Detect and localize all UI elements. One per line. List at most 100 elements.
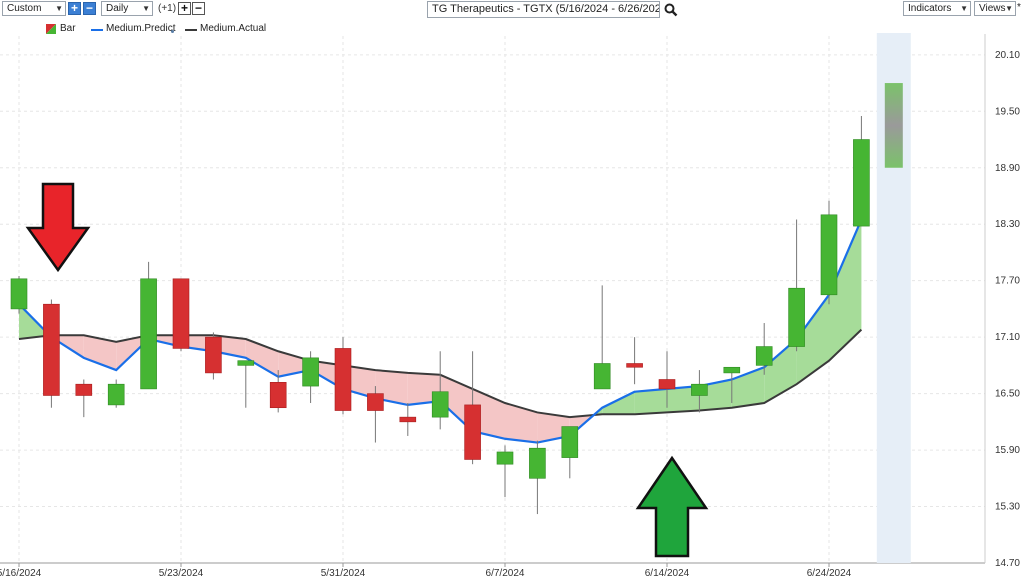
candle-body — [723, 366, 741, 374]
candle[interactable] — [334, 337, 352, 415]
candle[interactable] — [464, 351, 481, 465]
x-tick-label: 5/31/2024 — [321, 568, 366, 579]
candle-body — [658, 379, 676, 390]
candle-body — [464, 404, 481, 460]
y-tick-label: 19.50 — [995, 106, 1020, 117]
zoom-in-button[interactable]: + — [68, 2, 81, 15]
candle-body — [107, 383, 125, 406]
candle-body — [399, 416, 417, 423]
x-tick-label: 6/14/2024 — [645, 568, 690, 579]
candle[interactable] — [496, 445, 514, 498]
fill-segment — [505, 403, 538, 443]
arrow-down-icon — [25, 182, 91, 273]
candle-body — [367, 393, 384, 411]
candle-body — [334, 348, 352, 411]
candle[interactable] — [853, 115, 870, 227]
candle-body — [788, 287, 805, 347]
candle[interactable] — [75, 379, 93, 418]
period-select[interactable]: Custom ▼ — [2, 1, 66, 16]
candle-body — [853, 139, 870, 227]
fill-segment — [796, 294, 829, 385]
zoom-out-button[interactable]: − — [83, 2, 96, 15]
chevron-down-icon: ▼ — [1005, 4, 1013, 13]
candle-body — [302, 357, 319, 387]
fill-segment — [829, 219, 862, 361]
interval-offset: (+1) — [158, 3, 177, 14]
candle[interactable] — [626, 337, 643, 385]
candle[interactable] — [10, 275, 28, 314]
views-modified-marker: * — [1017, 2, 1021, 13]
candle[interactable] — [593, 285, 611, 390]
candle-body — [10, 278, 28, 310]
offset-plus-button[interactable]: + — [178, 2, 191, 15]
indicators-button[interactable]: Indicators ▼ — [903, 1, 971, 16]
x-tick-label: 5/23/2024 — [159, 568, 204, 579]
candle-body — [691, 383, 708, 396]
y-tick-label: 15.90 — [995, 445, 1020, 456]
candle-body — [237, 360, 255, 366]
candle[interactable] — [269, 370, 287, 413]
candle[interactable] — [399, 403, 417, 436]
forecast-candle[interactable] — [884, 83, 903, 168]
x-tick-label: 6/7/2024 — [486, 568, 525, 579]
candle[interactable] — [205, 332, 222, 380]
candle[interactable] — [43, 299, 60, 408]
candle-body — [75, 383, 93, 396]
candle[interactable] — [755, 323, 773, 375]
interval-select-value: Daily — [106, 3, 129, 14]
legend-bar[interactable]: Bar — [60, 23, 76, 34]
y-tick-label: 20.10 — [995, 50, 1020, 61]
indicators-label: Indicators — [908, 3, 952, 14]
y-tick-label: 18.90 — [995, 163, 1020, 174]
candle[interactable] — [237, 360, 255, 408]
legend-actual[interactable]: Medium.Actual — [200, 23, 267, 34]
candle-body — [529, 447, 546, 479]
candle[interactable] — [367, 386, 384, 443]
candles — [10, 83, 903, 515]
candle[interactable] — [529, 440, 546, 515]
y-tick-label: 17.10 — [995, 332, 1020, 343]
candle[interactable] — [431, 351, 449, 430]
candle[interactable] — [302, 351, 319, 404]
y-tick-label: 16.50 — [995, 389, 1020, 400]
chevron-down-icon: ▼ — [960, 4, 968, 13]
candle[interactable] — [561, 426, 579, 479]
candle[interactable] — [723, 366, 741, 404]
candle[interactable] — [172, 278, 190, 352]
candle-body — [755, 346, 773, 366]
candle[interactable] — [658, 351, 676, 408]
views-label: Views — [979, 3, 1006, 14]
symbol-title[interactable]: TG Therapeutics - TGTX (5/16/2024 - 6/26… — [427, 1, 660, 18]
y-tick-label: 17.70 — [995, 276, 1020, 287]
chevron-down-icon: ▼ — [142, 4, 150, 13]
views-button[interactable]: Views ▼ — [974, 1, 1016, 16]
candle-body — [431, 391, 449, 418]
candle[interactable] — [691, 370, 708, 413]
candle[interactable] — [820, 200, 838, 305]
y-tick-label: 15.30 — [995, 502, 1020, 513]
candle-body — [43, 303, 60, 396]
fill-segment — [764, 339, 797, 404]
candle-body — [172, 278, 190, 349]
dot-icon — [171, 30, 174, 33]
candle[interactable] — [107, 379, 125, 408]
predict-legend-swatch — [91, 29, 103, 31]
offset-minus-button[interactable]: − — [192, 2, 205, 15]
candle-body — [593, 363, 611, 390]
toolbar: Custom ▼ + − Daily ▼ (+1) + − TG Therape… — [0, 0, 1024, 20]
x-axis: 5/16/2024 5/23/2024 5/31/2024 6/7/2024 6/14/… — [0, 563, 852, 579]
fill-segment — [83, 335, 117, 371]
actual-legend-swatch — [185, 29, 197, 31]
legend-predict[interactable]: Medium.Predict — [106, 23, 176, 34]
candle-body — [205, 336, 222, 374]
period-select-value: Custom — [7, 3, 42, 14]
candle[interactable] — [140, 261, 157, 390]
candle[interactable] — [788, 219, 805, 352]
candle-body — [820, 214, 838, 296]
interval-select[interactable]: Daily ▼ — [101, 1, 153, 16]
search-icon[interactable] — [664, 3, 678, 17]
candle-body — [140, 278, 157, 390]
bar-legend-icon — [46, 24, 56, 34]
y-axis: 20.10 19.50 18.90 18.30 17.70 17.10 16.50 15.90… — [995, 50, 1020, 569]
